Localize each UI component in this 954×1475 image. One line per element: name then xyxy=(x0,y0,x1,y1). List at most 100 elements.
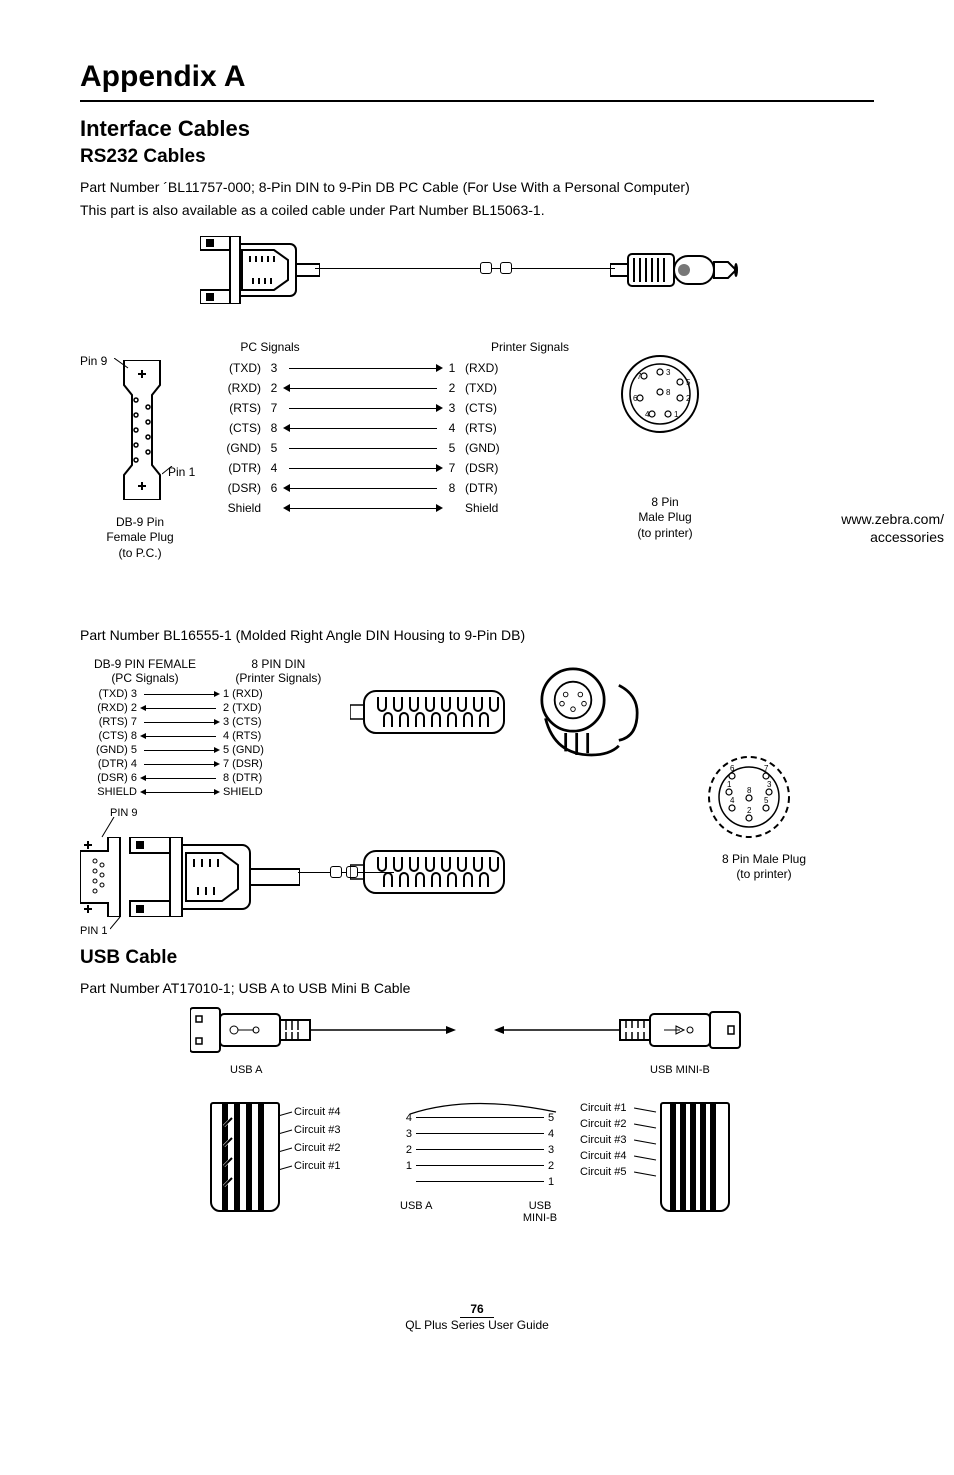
signal-name: (GND) 5 xyxy=(80,744,140,756)
signal-name: 7 (DSR) xyxy=(220,758,290,770)
db9-caption: DB-9 Pin Female Plug (to P.C.) xyxy=(90,515,190,562)
signal-header-left: PC Signals xyxy=(210,340,330,354)
svg-text:7: 7 xyxy=(764,764,769,773)
signal-row: (GND) 55 (GND) xyxy=(80,743,290,757)
column-headers: DB-9 PIN FEMALE (PC Signals) 8 PIN DIN (… xyxy=(80,657,343,685)
right-angle-plug-icon xyxy=(540,667,650,768)
leader-line xyxy=(110,917,124,931)
signal-name: SHIELD xyxy=(80,786,140,798)
pin-number: 2 xyxy=(265,381,283,395)
label-line: MINI-B xyxy=(523,1212,557,1224)
circuit-label: Circuit #5 xyxy=(580,1166,626,1178)
caption-line: DB-9 Pin xyxy=(90,515,190,531)
signal-name: 8 (DTR) xyxy=(220,772,290,784)
signal-name: (CTS) xyxy=(461,401,521,415)
din-round-icon: 12345678 xyxy=(620,354,700,434)
pin-number: 2 xyxy=(548,1160,560,1172)
usb-a-label: USB A xyxy=(400,1200,432,1212)
signal-row: SHIELDSHIELD xyxy=(80,785,290,799)
caption-line: Female Plug xyxy=(90,530,190,546)
svg-text:5: 5 xyxy=(764,796,769,805)
signal-row: (RXD)22(TXD) xyxy=(210,378,590,398)
wire-row: 23 xyxy=(400,1144,560,1156)
caption-line: 8 Pin Male Plug xyxy=(694,852,834,868)
signal-name: (TXD) 3 xyxy=(80,688,140,700)
signal-header-right: Printer Signals xyxy=(470,340,590,354)
pin-number: 3 xyxy=(443,401,461,415)
signal-name: (TXD) xyxy=(210,361,265,375)
signal-row: (DTR) 47 (DSR) xyxy=(80,757,290,771)
usb-pinout: Circuit #4Circuit #3Circuit #2Circuit #1… xyxy=(210,1102,730,1252)
curve-wire xyxy=(410,1100,560,1116)
caption-line: (to printer) xyxy=(694,867,834,883)
signal-name: (DSR) 6 xyxy=(80,772,140,784)
rs232-diagram-1: Pin 9 Pin 1 DB-9 Pin Female Plug (to P.C… xyxy=(80,230,874,620)
leader-line xyxy=(634,1154,658,1164)
footer-text: QL Plus Series User Guide xyxy=(405,1318,549,1332)
signal-name: (DTR) xyxy=(210,461,265,475)
body-text: This part is also available as a coiled … xyxy=(80,201,874,220)
pin-number: 1 xyxy=(443,361,461,375)
header-line: DB-9 PIN FEMALE xyxy=(94,657,196,671)
leader-line xyxy=(114,358,134,370)
svg-text:3: 3 xyxy=(767,780,772,789)
page-footer: 76 QL Plus Series User Guide xyxy=(80,1302,874,1332)
leader-line xyxy=(634,1138,658,1148)
signal-name: (RXD) xyxy=(461,361,521,375)
circuit-label: Circuit #4 xyxy=(294,1106,340,1118)
signal-name: (RXD) 2 xyxy=(80,702,140,714)
pin-number: 2 xyxy=(443,381,461,395)
body-text: Part Number ´BL11757-000; 8-Pin DIN to 9… xyxy=(80,178,874,197)
header-line: (Printer Signals) xyxy=(235,671,321,685)
cable-joint xyxy=(500,262,512,274)
arrow-icon xyxy=(220,1110,270,1208)
signal-table: PC Signals Printer Signals (TXD)31(RXD)(… xyxy=(210,340,590,518)
cable-assembly xyxy=(200,230,740,310)
signal-name: 4 (RTS) xyxy=(220,730,290,742)
leader-line xyxy=(634,1170,658,1180)
subsection-heading: USB Cable xyxy=(80,947,874,969)
caption-line: (to P.C.) xyxy=(90,546,190,562)
svg-text:7: 7 xyxy=(637,372,642,381)
signal-name: (CTS) xyxy=(210,421,265,435)
pin-number: 7 xyxy=(265,401,283,415)
signal-name: (DSR) xyxy=(210,481,265,495)
wire-row: 34 xyxy=(400,1128,560,1140)
svg-text:1: 1 xyxy=(674,410,679,419)
signal-name: (RTS) 7 xyxy=(80,716,140,728)
svg-text:4: 4 xyxy=(645,410,650,419)
signal-row: (DSR) 6 8 (DTR) xyxy=(80,771,290,785)
caption-line: Male Plug xyxy=(620,510,710,526)
signal-name: (RTS) xyxy=(210,401,265,415)
circuit-label: Circuit #1 xyxy=(294,1160,340,1172)
signal-name: 2 (TXD) xyxy=(220,702,290,714)
signal-name: 1 (RXD) xyxy=(220,688,290,700)
leader-line xyxy=(278,1164,294,1174)
usb-diagram: USB A USB MINI-B Circuit #4Circuit #3Cir… xyxy=(80,1002,874,1272)
signal-row: (CTS) 84 (RTS) xyxy=(80,729,290,743)
din-caption: 8 Pin Male Plug (to printer) xyxy=(620,495,710,542)
cable-line xyxy=(315,268,615,269)
signal-name: (DSR) xyxy=(461,461,521,475)
svg-text:3: 3 xyxy=(666,368,671,377)
leader-line xyxy=(634,1122,658,1132)
circuit-label: Circuit #2 xyxy=(580,1118,626,1130)
signal-name: (RXD) xyxy=(210,381,265,395)
svg-text:2: 2 xyxy=(686,394,691,403)
circuit-label: Circuit #2 xyxy=(294,1142,340,1154)
svg-text:2: 2 xyxy=(747,806,752,815)
pin-number: 3 xyxy=(548,1144,560,1156)
usb-minib-label: USB MINI-B xyxy=(520,1200,560,1224)
signal-row: (TXD) 3 1 (RXD) xyxy=(80,687,290,701)
subsection-heading: RS232 Cables xyxy=(80,146,874,168)
plug-icon xyxy=(350,847,520,897)
db9-female-icon xyxy=(120,360,164,500)
svg-text:1: 1 xyxy=(727,780,732,789)
leader-line xyxy=(278,1128,294,1138)
usb-cable-icon xyxy=(190,1002,750,1062)
signal-name: Shield xyxy=(210,501,265,515)
signal-name: Shield xyxy=(461,501,521,515)
page-number: 76 xyxy=(460,1302,493,1318)
db9-connector-icon xyxy=(80,837,300,917)
pin-number: 8 xyxy=(443,481,461,495)
